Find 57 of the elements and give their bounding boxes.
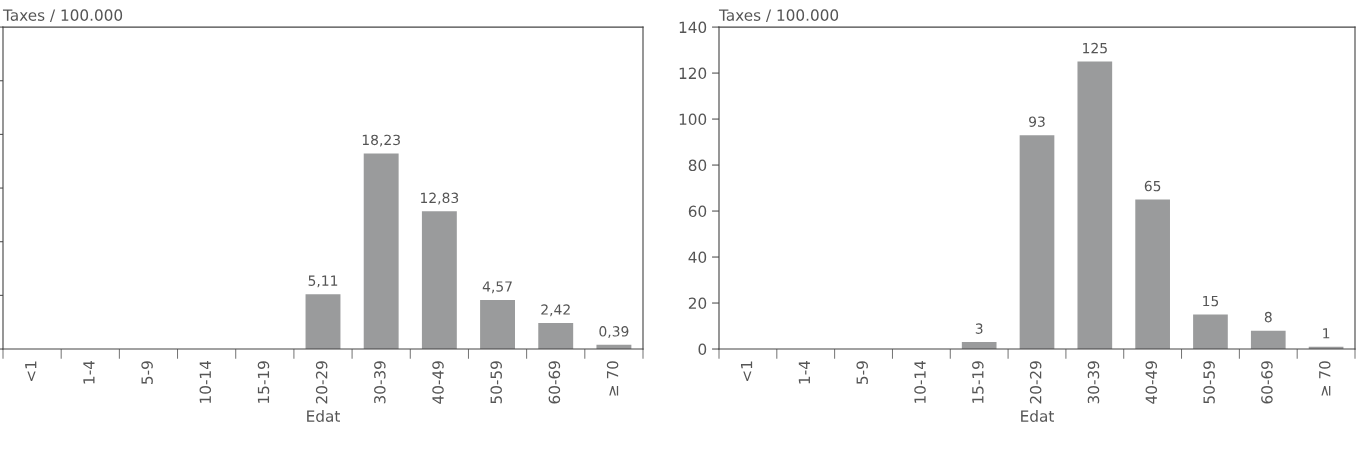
data-label: 12,83 [421, 192, 459, 205]
bar [363, 153, 399, 350]
x-tick-label: 15-19 [257, 361, 270, 403]
y-tick-label: 120 [679, 67, 707, 80]
data-label: 0,39 [599, 326, 629, 339]
x-axis-title: Edat [307, 410, 340, 422]
x-tick-label: 50-59 [1203, 361, 1215, 404]
y-tick-label: 140 [679, 21, 707, 34]
x-tick-label: 10-14 [199, 360, 212, 403]
x-tick-label: <1 [740, 361, 753, 382]
x-tick-label: 1-4 [798, 360, 810, 384]
bar [538, 323, 574, 350]
x-tick-label: 1-4 [83, 360, 95, 384]
y-tick-label: 20 [688, 297, 707, 310]
data-label: 1 [1323, 328, 1330, 339]
y-axis-title: Taxes / 100.000 [2, 9, 123, 23]
data-label: 125 [1083, 42, 1107, 54]
bar [1193, 314, 1228, 350]
bar [421, 211, 457, 350]
x-tick-label: 60-69 [1261, 361, 1273, 404]
x-tick-label: 40-49 [1145, 361, 1158, 404]
y-axis-title: Taxes / 100.000 [718, 9, 839, 23]
x-tick-label: 20-29 [315, 361, 328, 404]
y-tick-label: 60 [688, 205, 707, 218]
data-label: 5,11 [308, 275, 338, 288]
bar [480, 299, 515, 350]
data-label: 65 [1144, 180, 1161, 192]
y-tick-label: 100 [679, 113, 707, 126]
x-tick-label: 60-69 [548, 361, 561, 404]
bar [1077, 61, 1113, 350]
x-tick-label: 10-14 [914, 360, 926, 403]
y-tick-label: 40 [688, 251, 707, 264]
bar [1250, 330, 1286, 350]
data-label: 4,57 [482, 281, 512, 294]
x-tick-label: ≥ 70 [1318, 361, 1331, 396]
x-tick-label: 5-9 [856, 361, 868, 384]
data-label: 18,23 [362, 134, 400, 147]
bar [1135, 199, 1170, 350]
x-tick-label: ≥ 70 [606, 361, 619, 396]
x-tick-label: <1 [25, 361, 37, 382]
y-tick-label: 80 [688, 159, 707, 172]
x-tick-label: 30-39 [374, 361, 386, 404]
data-label: 2,42 [541, 304, 570, 317]
data-label: 15 [1203, 295, 1219, 307]
data-label: 8 [1264, 311, 1272, 323]
y-tick-label: 0 [698, 343, 707, 356]
data-label: 3 [975, 323, 983, 334]
x-axis-title: Edat [1021, 410, 1054, 422]
x-tick-label: 20-29 [1029, 361, 1042, 404]
data-label: 93 [1029, 116, 1045, 127]
x-tick-label: 30-39 [1087, 361, 1100, 404]
bar [305, 294, 341, 350]
x-tick-label: 50-59 [490, 361, 502, 404]
x-tick-label: 5-9 [141, 361, 153, 384]
bar [1019, 135, 1055, 350]
x-tick-label: 40-49 [432, 361, 444, 404]
x-tick-label: 15-19 [972, 361, 984, 403]
